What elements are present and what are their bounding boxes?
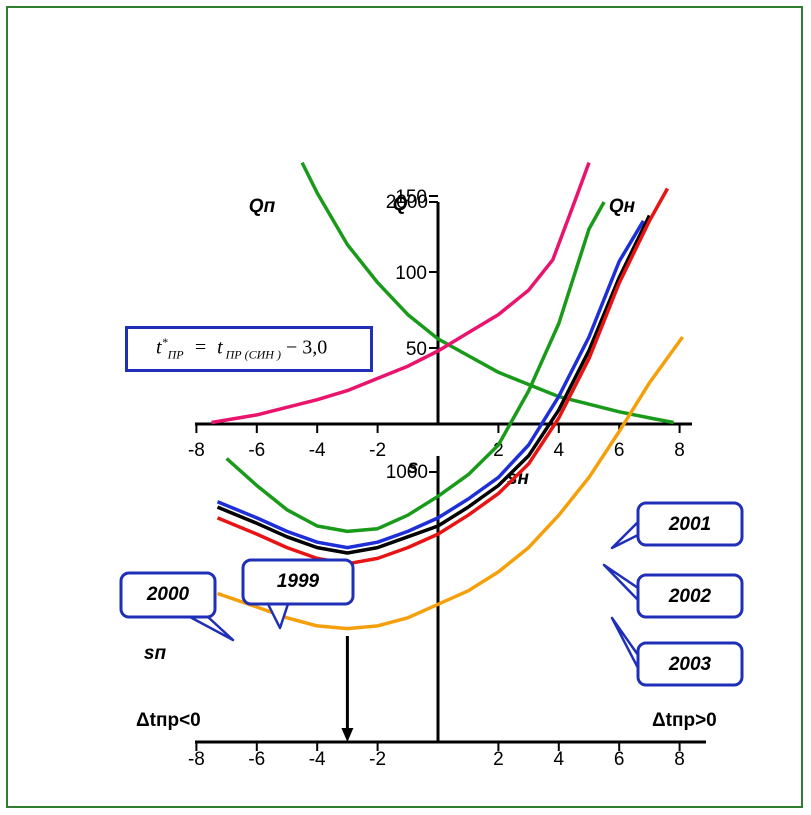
callout-1999-box xyxy=(241,558,355,606)
top-series-0-line xyxy=(300,161,674,425)
callout-2002-label: 2002 xyxy=(668,586,712,607)
formula-text: t*ПР = t ПР (СИН ) − 3,0 xyxy=(156,335,328,362)
legend-q-n: Qн xyxy=(609,196,636,217)
bottom-y-tick-label: 2000 xyxy=(386,192,428,213)
bottom-series-1999-line xyxy=(225,201,606,534)
bottom-left-axis-label: sп xyxy=(144,643,167,664)
bottom-x-tick-label: -8 xyxy=(188,749,205,770)
bottom-series-2000-line xyxy=(216,214,651,555)
callout-2003-pointer xyxy=(610,616,640,669)
top-x-tick-label: 8 xyxy=(674,440,685,461)
callout-2000-label: 2000 xyxy=(146,584,190,605)
callout-2001-label: 2001 xyxy=(668,514,711,535)
callout-2001-box xyxy=(636,501,744,547)
top-y-tick-label: 150 xyxy=(395,187,427,208)
top-x-tick-label: -6 xyxy=(248,440,265,461)
top-y-tick-label: 50 xyxy=(406,339,427,360)
bottom-series-2002-line xyxy=(216,187,670,566)
callout-2003-label: 2003 xyxy=(668,654,712,675)
top-x-tick-label: 4 xyxy=(554,440,565,461)
callout-2001-pointer xyxy=(610,521,639,550)
callout-2002-pointer xyxy=(602,563,639,601)
minimum-arrow-head xyxy=(341,728,354,742)
formula-box: t*ПР = t ПР (СИН ) − 3,0 xyxy=(125,326,373,372)
top-y-axis-label: Q xyxy=(393,194,408,215)
delta-pos-label: Δtпр>0 xyxy=(652,710,717,731)
legend-q-p: Qп xyxy=(249,196,276,217)
bottom-x-tick-label: 6 xyxy=(614,749,625,770)
callout-1999-pointer xyxy=(266,603,290,630)
callout-2000-box xyxy=(119,571,217,619)
bottom-x-tick-label: -2 xyxy=(369,749,386,770)
bottom-y-tick-label: 1000 xyxy=(386,462,428,483)
callout-2000-pointer xyxy=(189,615,235,642)
top-x-tick-label: -8 xyxy=(188,440,205,461)
bottom-x-tick-label: 8 xyxy=(674,749,685,770)
bottom-series-2003-line xyxy=(216,335,685,631)
bottom-x-tick-label: -6 xyxy=(248,749,265,770)
bottom-series-2001-line xyxy=(216,220,645,550)
top-x-tick-label: 2 xyxy=(493,440,504,461)
bottom-x-tick-label: 2 xyxy=(493,749,504,770)
bottom-y-axis-label: s xyxy=(408,457,419,478)
top-x-tick-label: -4 xyxy=(309,440,326,461)
callout-2002-box xyxy=(636,573,744,619)
top-x-tick-label: -2 xyxy=(369,440,386,461)
callout-1999-label: 1999 xyxy=(277,571,320,592)
top-y-tick-label: 100 xyxy=(395,263,427,284)
top-series-1-line xyxy=(211,161,591,425)
bottom-x-tick-label: -4 xyxy=(309,749,326,770)
bottom-x-tick-label: 4 xyxy=(554,749,565,770)
bottom-right-axis-label: sн xyxy=(507,468,530,489)
top-x-tick-label: 6 xyxy=(614,440,625,461)
callout-2003-box xyxy=(636,641,744,687)
delta-neg-label: Δtпр<0 xyxy=(136,710,201,731)
